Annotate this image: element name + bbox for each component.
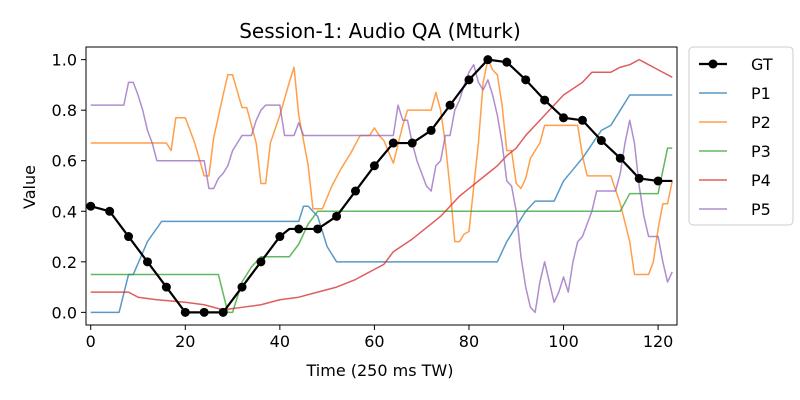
- series-line-p4: [90, 58, 673, 311]
- gt-marker: [199, 307, 209, 317]
- gt-marker: [313, 224, 323, 234]
- x-tick-label: 100: [548, 332, 579, 351]
- gt-marker: [577, 115, 587, 125]
- legend-label-gt: GT: [751, 55, 773, 74]
- gt-marker: [350, 186, 360, 196]
- plot-frame: [85, 46, 678, 326]
- x-axis-label: Time (250 ms TW): [306, 361, 454, 380]
- gt-marker: [426, 125, 436, 135]
- series-line-p5: [90, 63, 673, 314]
- legend-marker-gt: [708, 59, 718, 69]
- gt-marker: [483, 55, 493, 65]
- gt-marker: [559, 113, 569, 123]
- gt-marker: [502, 57, 512, 67]
- legend-box: [688, 46, 794, 226]
- x-tick-label: 60: [364, 332, 384, 351]
- y-tick-label: 0.4: [52, 202, 77, 221]
- x-tick-label: 20: [175, 332, 195, 351]
- gt-marker: [332, 211, 342, 221]
- legend-label-p2: P2: [751, 113, 771, 132]
- plot-area: [86, 55, 674, 317]
- chart-title: Session-1: Audio QA (Mturk): [239, 19, 521, 43]
- gt-marker: [540, 95, 550, 105]
- gt-marker: [615, 153, 625, 163]
- gt-marker: [521, 75, 531, 85]
- legend-label-p4: P4: [751, 171, 771, 190]
- gt-marker: [105, 206, 115, 216]
- gt-marker: [294, 224, 304, 234]
- y-tick-label: 0.2: [52, 253, 77, 272]
- series-line-p2: [90, 58, 674, 276]
- gt-marker: [161, 282, 171, 292]
- y-axis-label: Value: [20, 165, 39, 209]
- legend: GT P1 P2 P3 P4 P5: [688, 46, 794, 226]
- gt-marker: [369, 161, 379, 171]
- gt-marker: [124, 232, 134, 242]
- series-line-p1: [90, 94, 673, 314]
- legend-label-p1: P1: [751, 84, 771, 103]
- gt-marker: [653, 176, 663, 186]
- gt-marker: [237, 282, 247, 292]
- gt-marker: [464, 75, 474, 85]
- y-tick-label: 0.8: [52, 101, 77, 120]
- gt-marker: [180, 307, 190, 317]
- x-tick-label: 0: [86, 332, 96, 351]
- gt-marker: [634, 173, 644, 183]
- legend-label-p5: P5: [751, 200, 771, 219]
- y-tick-label: 0.6: [52, 152, 77, 171]
- gt-marker: [86, 201, 96, 211]
- gt-marker: [142, 257, 152, 267]
- gt-marker: [256, 257, 266, 267]
- x-tick-label: 80: [459, 332, 479, 351]
- gt-marker: [218, 307, 228, 317]
- x-tick-label: 120: [643, 332, 674, 351]
- legend-label-p3: P3: [751, 142, 771, 161]
- gt-marker: [275, 232, 285, 242]
- y-tick-label: 0.0: [52, 303, 77, 322]
- gt-marker: [407, 138, 417, 148]
- axes: 0 20 40 60 80 100 120 0.0 0.2 0.4 0.6 0.8 1.0: [52, 46, 678, 351]
- gt-marker: [596, 136, 606, 146]
- gt-marker: [388, 138, 398, 148]
- series-line-p3: [90, 147, 673, 314]
- y-tick-label: 1.0: [52, 51, 77, 70]
- x-tick-label: 40: [270, 332, 290, 351]
- gt-marker: [445, 100, 455, 110]
